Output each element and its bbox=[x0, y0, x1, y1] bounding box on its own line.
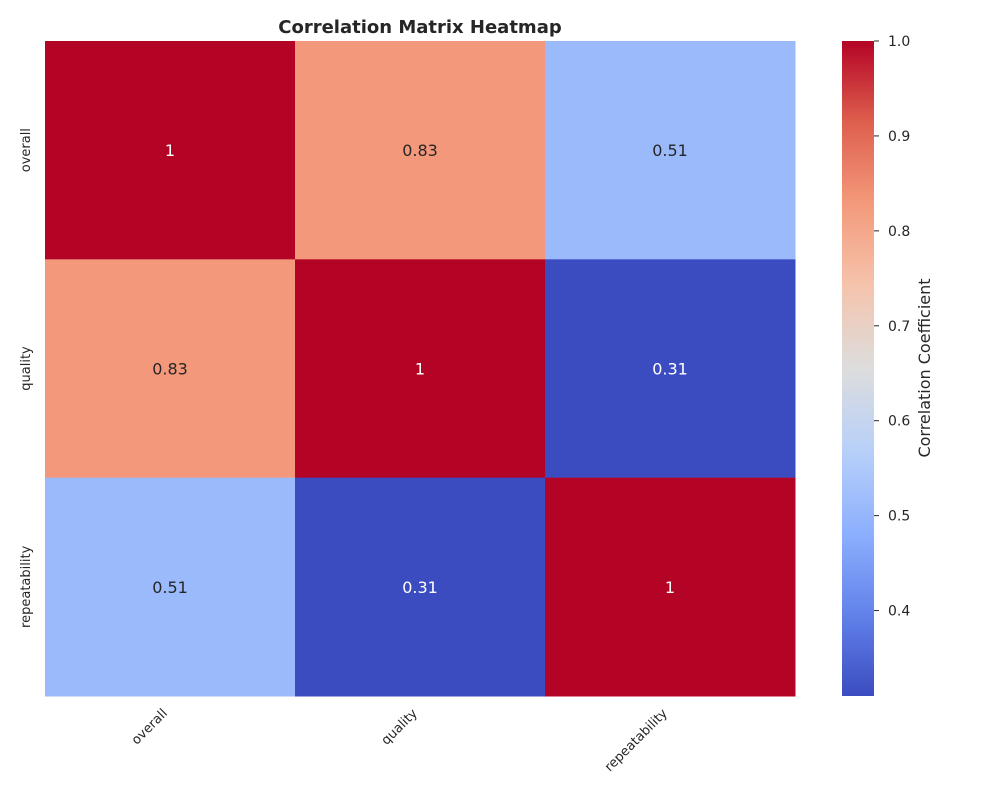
colorbar-tick-label: 0.5 bbox=[888, 509, 910, 525]
cell-value-label: 0.83 bbox=[152, 360, 188, 379]
y-tick-labels: overall quality repeatability bbox=[19, 128, 34, 628]
heatmap-cell bbox=[45, 259, 296, 479]
colorbar-tick-label: 1.0 bbox=[888, 34, 910, 50]
x-tick-label: overall bbox=[129, 706, 171, 748]
heatmap-cell bbox=[295, 477, 546, 697]
cell-value-label: 1 bbox=[415, 360, 425, 379]
cell-value-label: 0.83 bbox=[402, 141, 438, 160]
colorbar-tick-label: 0.7 bbox=[888, 319, 910, 335]
x-tick-label: repeatability bbox=[602, 706, 671, 775]
heatmap-cell bbox=[545, 41, 796, 260]
heatmap-cell bbox=[45, 41, 296, 260]
colorbar-tick-label: 0.8 bbox=[888, 224, 910, 240]
colorbar: 0.4 0.5 0.6 0.7 0.8 0.9 1.0 bbox=[842, 34, 910, 696]
heatmap-cell bbox=[295, 41, 546, 260]
colorbar-gradient bbox=[842, 41, 874, 696]
cell-value-label: 0.31 bbox=[652, 360, 688, 379]
heatmap-cell bbox=[45, 477, 296, 697]
colorbar-tick-label: 0.6 bbox=[888, 414, 910, 430]
heatmap-cell bbox=[295, 259, 546, 479]
cell-value-label: 0.51 bbox=[152, 578, 188, 597]
x-tick-labels: overall quality repeatability bbox=[129, 706, 671, 775]
colorbar-label: Correlation Coefficient bbox=[915, 278, 934, 457]
y-tick-label: overall bbox=[19, 128, 34, 172]
colorbar-tick-label: 0.4 bbox=[888, 604, 910, 620]
cell-value-label: 1 bbox=[665, 578, 675, 597]
x-tick-label: quality bbox=[379, 706, 421, 748]
cell-value-label: 0.31 bbox=[402, 578, 438, 597]
y-tick-label: quality bbox=[19, 346, 34, 391]
cell-value-label: 0.51 bbox=[652, 141, 688, 160]
heatmap-cells: 1 0.83 0.51 0.83 1 0.31 0.51 0.31 1 bbox=[45, 41, 796, 697]
cell-value-label: 1 bbox=[165, 141, 175, 160]
chart-title: Correlation Matrix Heatmap bbox=[278, 17, 562, 38]
y-tick-label: repeatability bbox=[19, 545, 34, 628]
heatmap-cell bbox=[545, 477, 796, 697]
colorbar-tick-label: 0.9 bbox=[888, 129, 910, 145]
heatmap-cell bbox=[545, 259, 796, 479]
